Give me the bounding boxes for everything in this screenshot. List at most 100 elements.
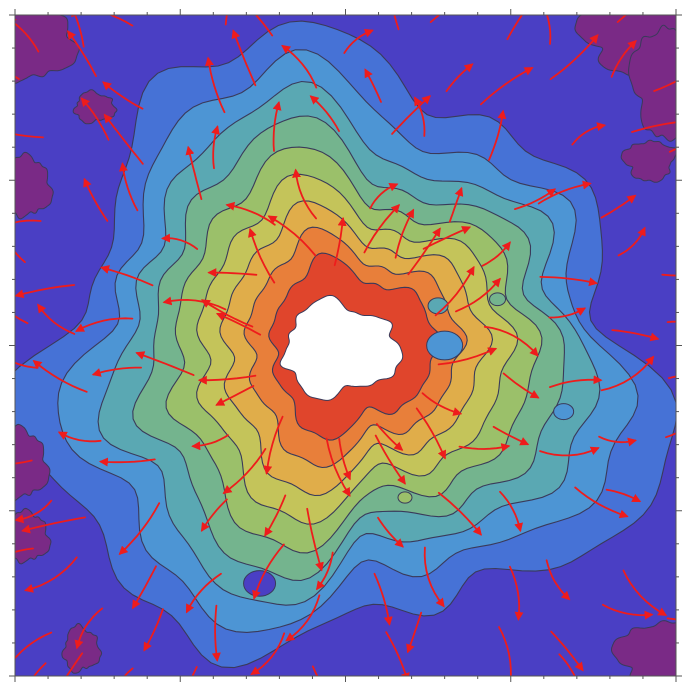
streamline — [376, 423, 404, 451]
corner-patch — [15, 15, 80, 85]
streamline — [123, 667, 134, 676]
streamline — [509, 565, 524, 621]
streamline — [91, 366, 142, 377]
streamline — [394, 208, 415, 259]
contour-island — [489, 292, 507, 307]
streamline — [448, 186, 464, 223]
contour-island — [426, 330, 464, 361]
streamline — [15, 314, 29, 325]
streamline — [343, 29, 374, 54]
streamline — [506, 15, 524, 41]
streamline — [292, 168, 317, 220]
corner-patch — [620, 139, 676, 183]
streamline — [458, 443, 511, 452]
streamline — [191, 666, 198, 676]
streamline — [197, 374, 257, 385]
streamline — [83, 177, 109, 222]
streamline — [204, 56, 226, 114]
streamline — [492, 425, 530, 446]
streamline — [445, 63, 474, 93]
streamline — [549, 34, 599, 81]
streamline — [605, 488, 642, 503]
streamline — [74, 607, 104, 650]
streamline — [15, 547, 34, 553]
streamline — [377, 516, 404, 548]
streamline — [65, 652, 84, 676]
streamline — [15, 284, 76, 299]
streamline — [611, 329, 660, 342]
streamline — [550, 630, 584, 672]
streamline — [598, 435, 637, 447]
streamline — [665, 432, 676, 439]
streamline — [415, 407, 447, 460]
streamline — [549, 375, 603, 388]
streamline — [252, 543, 285, 600]
axis-ticks — [9, 9, 682, 682]
streamline — [364, 68, 382, 103]
streamline — [264, 494, 287, 537]
streamline — [33, 662, 47, 676]
streamline — [118, 162, 139, 212]
streamline — [57, 431, 102, 443]
streamline — [108, 15, 134, 27]
streamline — [162, 296, 227, 311]
streamline — [333, 216, 347, 267]
streamline — [666, 320, 676, 323]
streamline — [546, 15, 552, 45]
streamline — [502, 372, 540, 399]
streamline — [539, 446, 600, 457]
streamline — [103, 113, 144, 165]
streamline — [15, 459, 33, 465]
streamline — [15, 133, 44, 139]
streamline — [363, 203, 401, 254]
streamline — [250, 632, 286, 675]
streamline — [37, 303, 76, 335]
streamline — [548, 307, 587, 319]
streamline — [215, 312, 262, 336]
streamline — [222, 448, 267, 494]
streamline — [185, 572, 222, 614]
streamline — [385, 631, 410, 676]
streamline — [558, 653, 576, 676]
streamline — [610, 39, 637, 78]
streamline — [537, 180, 592, 205]
streamline — [211, 125, 220, 170]
streamline — [369, 183, 399, 210]
streamline — [248, 227, 276, 284]
streamline — [75, 317, 134, 332]
streamline — [200, 299, 254, 328]
streamline — [661, 273, 676, 277]
streamline — [32, 359, 88, 393]
streamline — [98, 457, 156, 467]
streamline — [498, 626, 516, 676]
corner-patch — [611, 620, 676, 676]
streamline — [143, 608, 164, 652]
streamline — [545, 559, 571, 601]
streamline — [21, 516, 86, 534]
streamline — [306, 507, 324, 572]
streamline — [207, 268, 258, 278]
streamline — [481, 241, 511, 267]
streamline — [421, 392, 463, 416]
streamline — [15, 631, 53, 670]
contour-island — [397, 491, 413, 504]
streamline — [15, 219, 42, 224]
streamline — [215, 385, 255, 406]
streamline — [539, 276, 599, 287]
streamline — [434, 265, 475, 317]
streamline — [437, 491, 482, 536]
corner-patch — [628, 24, 676, 142]
streamline — [281, 44, 318, 89]
streamline — [423, 546, 445, 608]
streamline — [191, 434, 229, 451]
streamline — [316, 551, 334, 591]
streamline — [67, 30, 97, 77]
streamline — [132, 565, 157, 610]
streamline — [437, 347, 498, 366]
streamline — [483, 325, 539, 357]
streamline — [285, 594, 321, 642]
streamline — [15, 361, 39, 369]
contour-island — [553, 403, 575, 421]
streamline — [600, 194, 637, 219]
streamline — [422, 226, 472, 250]
